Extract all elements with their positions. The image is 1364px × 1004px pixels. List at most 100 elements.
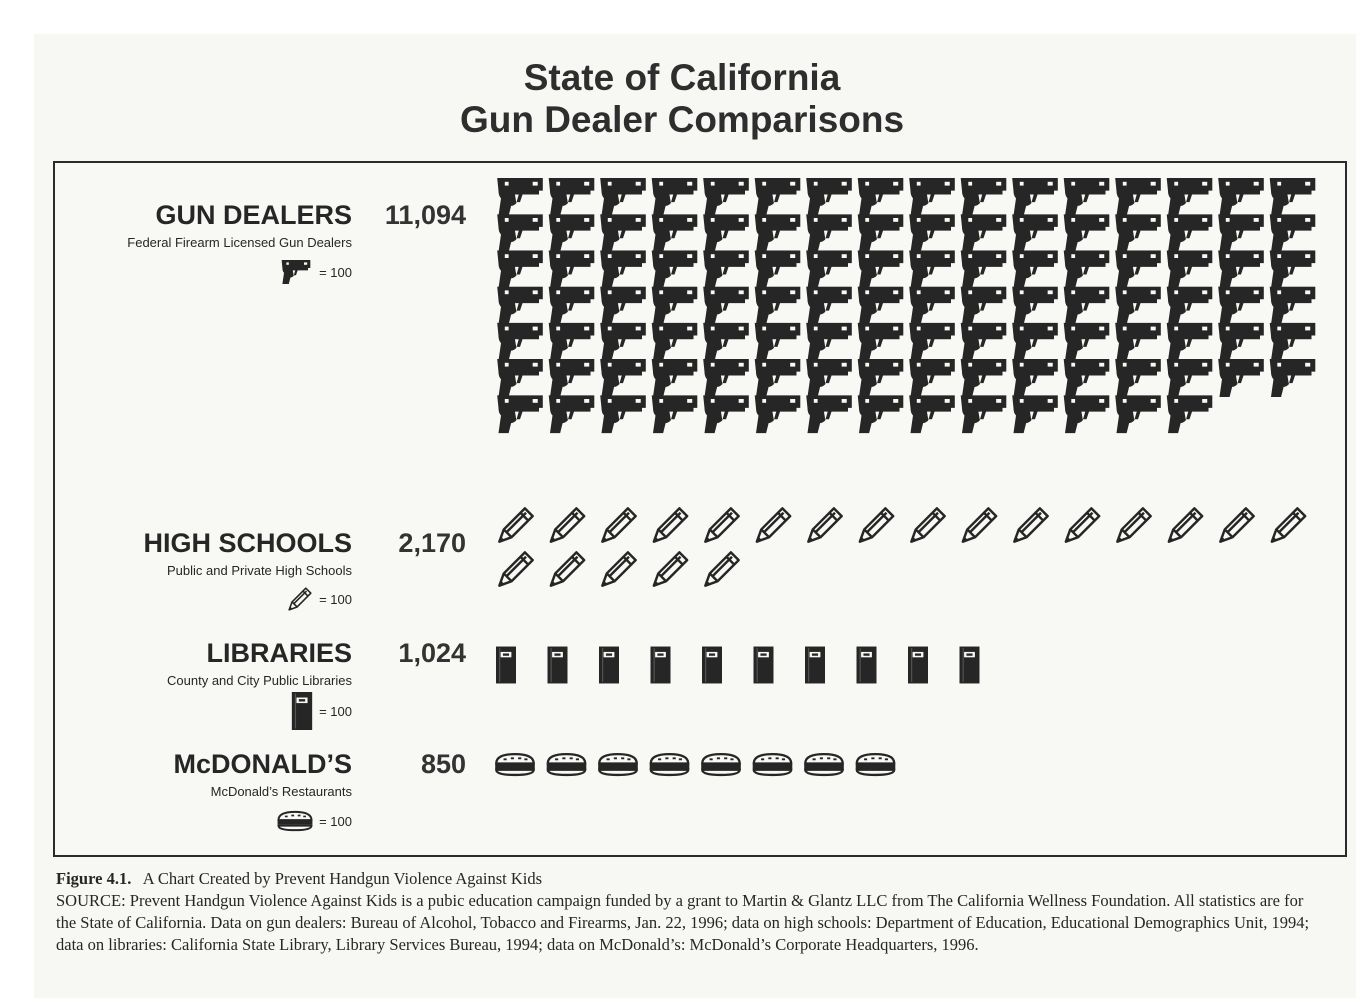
caption-label: Figure 4.1. (56, 869, 132, 888)
handgun-mark (1115, 178, 1161, 216)
handgun-mark (1166, 250, 1213, 289)
book-mark (702, 646, 722, 684)
pencil-mark (498, 507, 534, 543)
handgun-mark (857, 359, 904, 397)
handgun-mark (600, 286, 646, 325)
category-name: LIBRARIES (206, 638, 352, 668)
handgun-mark (1269, 359, 1316, 397)
value-label: 1,024 (398, 638, 466, 668)
handgun-mark (909, 250, 955, 289)
handgun-mark (1115, 359, 1161, 397)
category-subtitle: Federal Firearm Licensed Gun Dealers (127, 235, 352, 250)
value-label: 850 (420, 749, 466, 779)
pencil-mark (1013, 507, 1049, 543)
handgun-mark (754, 286, 801, 325)
handgun-mark (857, 286, 904, 325)
handgun-mark (754, 395, 801, 434)
figure-caption: Figure 4.1. A Chart Created by Prevent H… (56, 868, 1326, 956)
handgun-mark (1115, 322, 1161, 361)
handgun-mark (857, 250, 904, 289)
handgun-mark (1063, 286, 1110, 325)
handgun-mark (909, 322, 955, 361)
handgun-mark (806, 395, 852, 434)
pencil-mark (601, 551, 637, 587)
handgun-mark (497, 395, 543, 434)
handgun-mark (497, 359, 543, 397)
burger-mark (700, 752, 742, 777)
handgun-mark (806, 359, 852, 397)
pencil-mark (601, 507, 637, 543)
pencil-mark (652, 551, 689, 587)
category-name: McDONALD’S (173, 749, 352, 779)
handgun-mark (754, 214, 801, 253)
handgun-mark (1269, 214, 1316, 253)
chart-title: State of California (523, 57, 841, 98)
book-mark (547, 646, 568, 684)
caption-title: A Chart Created by Prevent Handgun Viole… (142, 869, 543, 888)
category-name: HIGH SCHOOLS (143, 528, 352, 558)
handgun-mark (600, 322, 646, 361)
handgun-mark (600, 214, 646, 253)
handgun-mark (1115, 395, 1161, 434)
handgun-mark (909, 395, 955, 434)
handgun-mark (548, 214, 595, 253)
book-mark (959, 646, 980, 684)
legend-mcdonalds: = 100 (275, 810, 352, 832)
handgun-mark (1115, 286, 1161, 325)
handgun-mark (1115, 250, 1161, 289)
handgun-mark (651, 250, 698, 289)
legend-text: = 100 (319, 813, 352, 829)
category-subtitle: McDonald’s Restaurants (210, 784, 352, 799)
burger-mark (803, 752, 845, 777)
burger-mark (494, 752, 536, 777)
handgun-mark (548, 359, 595, 397)
handgun-mark (960, 250, 1007, 289)
pencil-mark (910, 507, 946, 543)
handgun-mark (703, 286, 749, 325)
handgun-mark (703, 250, 749, 289)
handgun-mark (1166, 286, 1213, 325)
handgun-mark (754, 250, 801, 289)
legend-gun-dealers: = 100 (277, 260, 352, 284)
category-high-schools: HIGH SCHOOLS Public and Private High Sch… (143, 528, 352, 579)
pencil-mark (858, 507, 895, 543)
handgun-mark (548, 395, 595, 434)
handgun-mark (754, 178, 801, 216)
handgun-mark (703, 359, 749, 397)
handgun-mark (1218, 359, 1264, 397)
handgun-mark (1012, 178, 1058, 216)
book-mark (650, 646, 671, 684)
pencil-mark (1167, 507, 1204, 543)
legend-high-schools: = 100 (285, 586, 352, 612)
handgun-mark (806, 250, 852, 289)
handgun-mark (1063, 322, 1110, 361)
handgun-mark (1063, 359, 1110, 397)
pencil-mark (755, 507, 792, 543)
handgun-mark (548, 250, 595, 289)
pencil-mark (807, 507, 843, 543)
pictograph-marks (494, 178, 1316, 777)
pencil-mark (1116, 507, 1152, 543)
handgun-mark (651, 178, 698, 216)
handgun-mark (806, 286, 852, 325)
handgun-mark (497, 178, 543, 216)
handgun-mark (497, 250, 543, 289)
chart-subtitle: Gun Dealer Comparisons (459, 99, 905, 140)
pencil-mark (549, 507, 586, 543)
handgun-mark (1166, 214, 1213, 253)
handgun-mark (651, 322, 698, 361)
pencil-mark (549, 551, 586, 587)
handgun-mark (497, 286, 543, 325)
handgun-mark (806, 178, 852, 216)
category-mcdonalds: McDONALD’S McDonald’s Restaurants (173, 749, 352, 800)
handgun-mark (1063, 250, 1110, 289)
handgun-mark (651, 286, 698, 325)
handgun-mark (909, 359, 955, 397)
book-mark (908, 646, 928, 684)
handgun-mark (548, 178, 595, 216)
legend-libraries: = 100 (289, 692, 352, 730)
handgun-mark (1218, 214, 1264, 253)
burger-mark (648, 752, 691, 777)
handgun-mark (703, 395, 749, 434)
burger-mark (854, 752, 897, 777)
